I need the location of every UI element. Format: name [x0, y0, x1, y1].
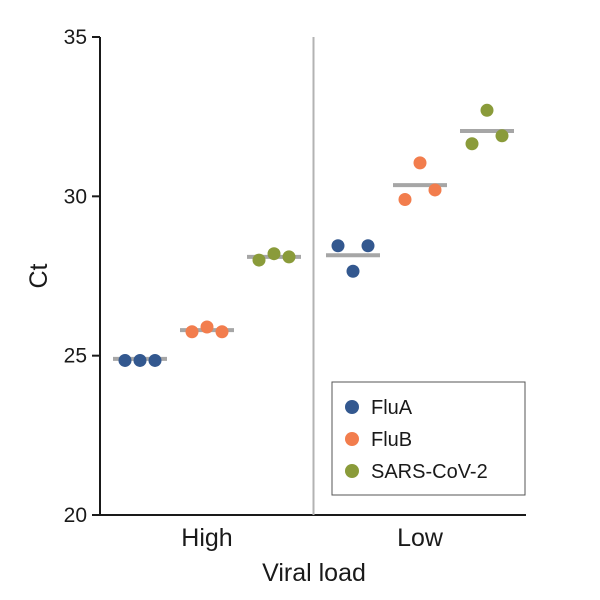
data-point	[252, 253, 266, 267]
legend-label: FluB	[371, 429, 412, 451]
data-point	[398, 193, 412, 207]
x-category-label: Low	[397, 524, 444, 552]
y-axis-title: Ct	[25, 263, 53, 288]
data-point	[346, 264, 360, 278]
legend-box	[331, 381, 526, 496]
data-point	[133, 353, 147, 367]
data-point	[282, 250, 296, 264]
data-point	[413, 156, 427, 170]
y-tick-label: 30	[64, 185, 87, 208]
axes: 20 25 30 35 High Low Viral load Ct	[25, 26, 526, 587]
legend-swatch	[345, 400, 359, 414]
data-point	[148, 353, 162, 367]
y-tick-label: 35	[64, 26, 87, 49]
data-point	[331, 239, 345, 253]
data-point	[267, 247, 281, 261]
data-point	[118, 353, 132, 367]
data-point	[428, 183, 442, 197]
legend-swatch	[345, 464, 359, 478]
data-points	[118, 103, 509, 367]
legend-label: FluA	[371, 397, 413, 419]
data-point	[185, 325, 199, 339]
legend: FluA FluB SARS-CoV-2	[331, 381, 526, 496]
data-point	[215, 325, 229, 339]
data-point	[495, 129, 509, 143]
x-axis-title: Viral load	[262, 559, 366, 587]
y-tick-label: 25	[64, 345, 87, 368]
y-tick-label: 20	[64, 504, 87, 527]
data-point	[480, 103, 494, 117]
data-point	[361, 239, 375, 253]
x-category-label: High	[181, 524, 232, 552]
legend-label: SARS-CoV-2	[371, 461, 488, 483]
data-point	[465, 137, 479, 151]
legend-swatch	[345, 432, 359, 446]
data-point	[200, 320, 214, 334]
